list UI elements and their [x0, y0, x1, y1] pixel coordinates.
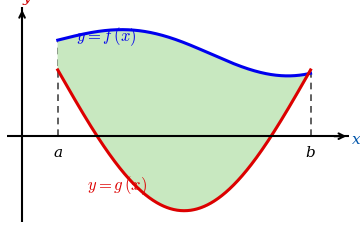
Text: y: y: [22, 0, 31, 5]
Text: b: b: [306, 146, 315, 160]
Text: x: x: [352, 132, 360, 146]
Text: $y = g\,(x)$: $y = g\,(x)$: [87, 175, 148, 197]
Text: $y = f\,(x)$: $y = f\,(x)$: [76, 26, 136, 48]
Text: a: a: [53, 146, 62, 160]
